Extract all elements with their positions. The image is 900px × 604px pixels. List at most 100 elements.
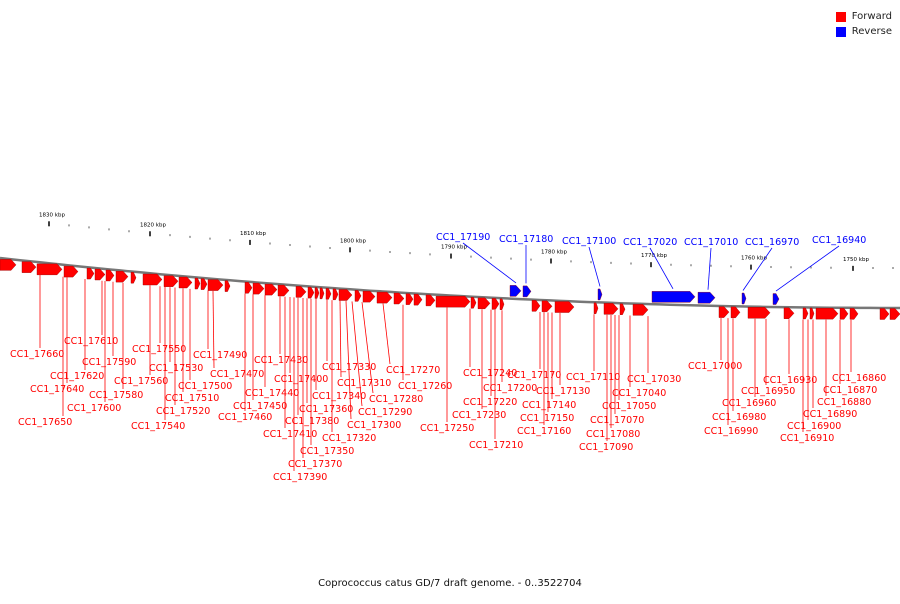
- forward-gene-label[interactable]: CC1_17050: [602, 401, 656, 412]
- forward-gene-label[interactable]: CC1_17360: [299, 404, 353, 415]
- legend-forward[interactable]: Forward: [835, 9, 892, 24]
- forward-gene-label[interactable]: CC1_16990: [704, 426, 758, 437]
- forward-gene[interactable]: [632, 304, 649, 316]
- forward-gene-label[interactable]: CC1_17000: [688, 361, 742, 372]
- reverse-gene-label[interactable]: CC1_16940: [812, 235, 866, 246]
- forward-gene[interactable]: [295, 286, 307, 298]
- forward-gene-label[interactable]: CC1_16980: [712, 412, 766, 423]
- forward-gene-label[interactable]: CC1_17090: [579, 442, 633, 453]
- forward-gene[interactable]: [86, 267, 95, 280]
- forward-gene[interactable]: [593, 302, 599, 314]
- forward-gene-label[interactable]: CC1_16890: [803, 409, 857, 420]
- forward-gene-label[interactable]: CC1_17510: [165, 393, 219, 404]
- forward-gene[interactable]: [839, 308, 849, 320]
- forward-gene[interactable]: [277, 284, 290, 297]
- forward-gene-label[interactable]: CC1_17530: [149, 363, 203, 374]
- forward-gene[interactable]: [200, 278, 208, 290]
- forward-gene-label[interactable]: CC1_17450: [233, 401, 287, 412]
- forward-gene[interactable]: [889, 308, 900, 320]
- forward-gene[interactable]: [354, 290, 362, 302]
- reverse-gene-label[interactable]: CC1_16970: [745, 237, 799, 248]
- reverse-gene[interactable]: [772, 293, 780, 305]
- forward-gene[interactable]: [163, 275, 179, 287]
- forward-gene-label[interactable]: CC1_17040: [612, 388, 666, 399]
- forward-gene-label[interactable]: CC1_16910: [780, 433, 834, 444]
- forward-gene[interactable]: [319, 287, 325, 300]
- reverse-gene[interactable]: [522, 285, 532, 298]
- forward-gene[interactable]: [531, 300, 541, 312]
- forward-gene[interactable]: [207, 279, 224, 291]
- forward-gene[interactable]: [142, 273, 163, 286]
- forward-gene[interactable]: [541, 300, 553, 313]
- forward-gene-label[interactable]: CC1_17260: [398, 381, 452, 392]
- forward-gene-label[interactable]: CC1_17550: [132, 344, 186, 355]
- reverse-gene-label[interactable]: CC1_17180: [499, 234, 553, 245]
- forward-gene[interactable]: [314, 287, 320, 299]
- forward-gene[interactable]: [499, 298, 505, 310]
- forward-gene[interactable]: [332, 288, 339, 301]
- forward-gene-label[interactable]: CC1_17230: [452, 410, 506, 421]
- reverse-gene-label[interactable]: CC1_17010: [684, 237, 738, 248]
- forward-gene[interactable]: [130, 272, 137, 284]
- forward-gene-label[interactable]: CC1_17350: [300, 446, 354, 457]
- forward-gene[interactable]: [36, 263, 63, 276]
- forward-gene[interactable]: [105, 269, 115, 282]
- forward-gene[interactable]: [224, 280, 231, 292]
- forward-gene-label[interactable]: CC1_16930: [763, 375, 817, 386]
- forward-gene[interactable]: [115, 270, 129, 283]
- forward-gene[interactable]: [879, 308, 890, 320]
- forward-gene[interactable]: [252, 282, 265, 295]
- forward-gene-label[interactable]: CC1_17280: [369, 394, 423, 405]
- forward-gene-label[interactable]: CC1_16960: [722, 398, 776, 409]
- reverse-gene-label[interactable]: CC1_17100: [562, 236, 616, 247]
- forward-gene-label[interactable]: CC1_17500: [178, 381, 232, 392]
- forward-gene[interactable]: [21, 261, 37, 273]
- forward-gene[interactable]: [470, 297, 477, 309]
- forward-gene[interactable]: [619, 303, 626, 315]
- forward-gene-label[interactable]: CC1_17440: [245, 388, 299, 399]
- forward-gene[interactable]: [325, 288, 332, 300]
- forward-gene[interactable]: [809, 307, 815, 320]
- forward-gene[interactable]: [94, 268, 106, 281]
- forward-gene-label[interactable]: CC1_17220: [463, 397, 517, 408]
- forward-gene[interactable]: [307, 286, 315, 299]
- forward-gene-label[interactable]: CC1_17070: [590, 415, 644, 426]
- reverse-gene[interactable]: [509, 285, 522, 297]
- forward-gene[interactable]: [413, 293, 423, 306]
- forward-gene-label[interactable]: CC1_16860: [832, 373, 886, 384]
- forward-gene-label[interactable]: CC1_17170: [507, 370, 561, 381]
- forward-gene[interactable]: [783, 307, 795, 319]
- forward-gene-label[interactable]: CC1_17200: [483, 383, 537, 394]
- forward-gene-label[interactable]: CC1_17140: [522, 400, 576, 411]
- forward-gene-label[interactable]: CC1_17590: [82, 357, 136, 368]
- forward-gene[interactable]: [194, 277, 201, 290]
- forward-gene-label[interactable]: CC1_16950: [741, 386, 795, 397]
- forward-gene[interactable]: [405, 293, 414, 305]
- forward-gene[interactable]: [802, 307, 809, 320]
- forward-gene-label[interactable]: CC1_17290: [358, 407, 412, 418]
- forward-gene-label[interactable]: CC1_17370: [288, 459, 342, 470]
- reverse-gene[interactable]: [597, 288, 603, 301]
- forward-gene[interactable]: [393, 292, 405, 305]
- forward-gene[interactable]: [747, 307, 771, 319]
- forward-gene-label[interactable]: CC1_17610: [64, 336, 118, 347]
- forward-gene[interactable]: [338, 289, 353, 301]
- forward-gene-label[interactable]: CC1_17560: [114, 376, 168, 387]
- forward-gene-label[interactable]: CC1_17640: [30, 384, 84, 395]
- forward-gene-label[interactable]: CC1_17400: [274, 374, 328, 385]
- forward-gene-label[interactable]: CC1_17270: [386, 365, 440, 376]
- forward-gene-label[interactable]: CC1_17160: [517, 426, 571, 437]
- forward-gene-label[interactable]: CC1_17650: [18, 417, 72, 428]
- reverse-gene-label[interactable]: CC1_17020: [623, 237, 677, 248]
- forward-gene-label[interactable]: CC1_17080: [586, 429, 640, 440]
- forward-gene-label[interactable]: CC1_17030: [627, 374, 681, 385]
- forward-gene-label[interactable]: CC1_17320: [322, 433, 376, 444]
- forward-gene[interactable]: [435, 295, 471, 308]
- forward-gene-label[interactable]: CC1_17520: [156, 406, 210, 417]
- forward-gene-label[interactable]: CC1_17410: [263, 429, 317, 440]
- forward-gene-label[interactable]: CC1_17240: [463, 368, 517, 379]
- forward-gene-label[interactable]: CC1_17600: [67, 403, 121, 414]
- reverse-gene-label[interactable]: CC1_17190: [436, 232, 490, 243]
- forward-gene-label[interactable]: CC1_17580: [89, 390, 143, 401]
- forward-gene-label[interactable]: CC1_16880: [817, 397, 871, 408]
